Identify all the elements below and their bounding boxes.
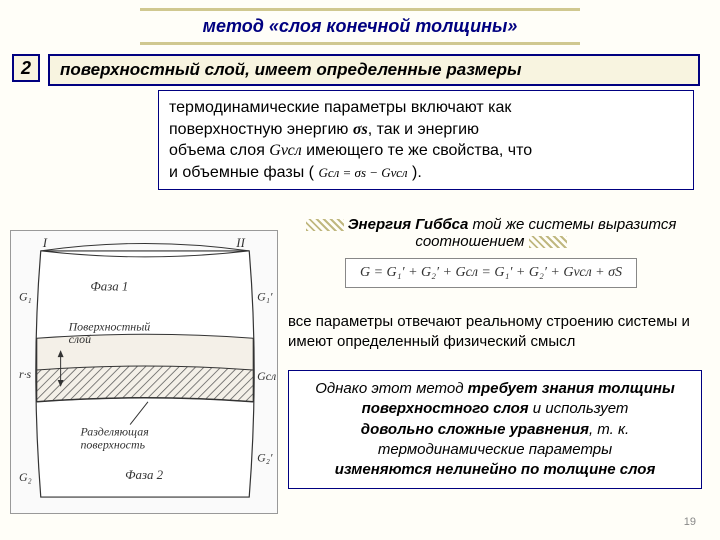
diagram-label: Поверхностный [68,319,151,333]
formula: Gᴠсл [269,142,301,159]
diagram-label: II [235,236,245,250]
text-strong: довольно сложные уравнения [361,421,589,438]
hatch-decoration-icon [306,219,344,231]
diagram-label: I [42,236,48,250]
diagram-label: Gсл [257,369,276,383]
diagram-label: слой [69,332,92,346]
text-line: , так и энергию [368,121,479,138]
gibbs-energy-block: Энергия Гиббса той же системы выразится … [288,216,694,288]
text: Однако этот метод [315,380,467,397]
diagram-label: G₁′ [257,290,273,304]
formula: σs [353,121,368,138]
diagram-label: G₂ [19,470,32,484]
phase-diagram: I II Фаза 1 Поверхностный слой r·s Разде… [10,230,278,514]
text: и использует [529,400,629,417]
diagram-label: Фаза 2 [125,468,164,482]
text-line: ). [408,164,422,181]
diagram-label: Разделяющая [79,425,149,439]
diagram-label: поверхность [80,437,145,451]
text-line: объема слоя [169,142,269,159]
gibbs-equation: G = G₁′ + G₂′ + Gсл = G₁′ + G₂′ + Gᴠсл +… [345,258,637,288]
text-strong: изменяются нелинейно по толщине слоя [335,461,656,478]
hatch-decoration-icon [529,236,567,248]
formula: Gсл = σs − Gᴠсл [318,165,407,180]
item-number: 2 [12,54,40,82]
gibbs-label-strong: Энергия Гиббса [348,216,469,233]
diagram-label: r·s [19,367,32,381]
text-line: поверхностную энергию [169,121,353,138]
thermodynamic-params-box: термодинамические параметры включают как… [158,90,694,190]
slide-title-bar: метод «слоя конечной толщины» [110,8,610,45]
slide-title: метод «слоя конечной толщины» [110,12,610,41]
diagram-label: G₁ [19,290,32,304]
text-line: и объемные фазы ( [169,164,318,181]
diagram-label: Фаза 1 [90,280,128,294]
page-number: 19 [684,516,696,528]
text-line: термодинамические параметры включают как [169,99,511,116]
text-line: имеющего те же свойства, что [302,142,533,159]
paragraph-text: все параметры отвечают реальному строени… [288,312,694,351]
subtitle: поверхностный слой, имеет определенные р… [48,54,700,86]
diagram-label: G₂′ [257,450,273,464]
method-remark-box: Однако этот метод требует знания толщины… [288,370,702,489]
